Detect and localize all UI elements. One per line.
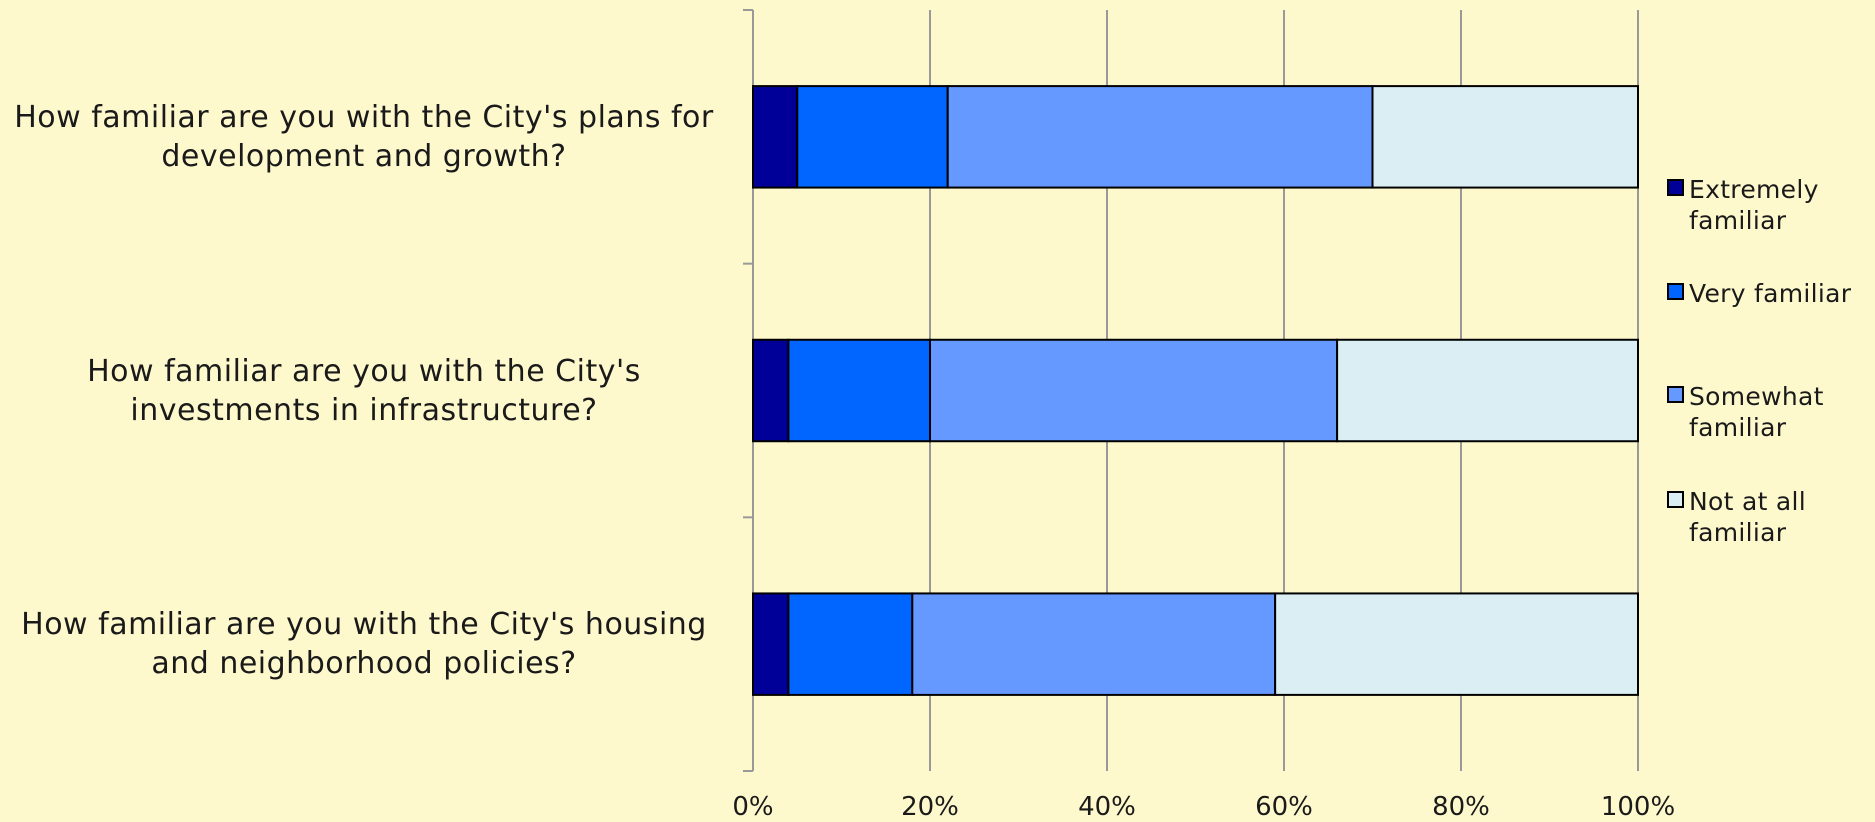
bar-segment <box>911 592 1277 696</box>
legend-swatch <box>1667 491 1684 508</box>
bar-segment <box>946 85 1374 189</box>
legend-swatch <box>1667 386 1684 403</box>
legend-swatch <box>1667 283 1684 300</box>
x-tick-label: 80% <box>1432 792 1490 822</box>
bar-segment <box>796 85 949 189</box>
category-label: How familiar are you with the City's hou… <box>21 607 707 682</box>
legend-label: Somewhat familiar <box>1689 382 1824 442</box>
x-tick-label: 40% <box>1078 792 1136 822</box>
bar-segment <box>1371 85 1639 189</box>
bar-segment <box>1336 338 1639 443</box>
category-label: How familiar are you with the City's inv… <box>87 353 641 428</box>
category-label: How familiar are you with the City's pla… <box>14 99 714 174</box>
legend-label: Very familiar <box>1689 279 1852 308</box>
bar-segment <box>787 592 914 696</box>
x-tick-label: 20% <box>901 792 959 822</box>
x-tick-label: 60% <box>1255 792 1313 822</box>
legend-label: Not at all familiar <box>1689 487 1807 547</box>
bar-segment <box>752 338 790 443</box>
bar-segment <box>752 85 799 189</box>
bar-segment <box>929 338 1339 443</box>
x-tick-label: 0% <box>732 792 774 822</box>
bar-segment <box>752 592 790 696</box>
bar-segment <box>787 338 932 443</box>
legend-label: Extremely familiar <box>1689 175 1819 235</box>
bar-segment <box>1274 592 1640 696</box>
legend-swatch <box>1667 179 1684 196</box>
x-tick-label: 100% <box>1600 792 1676 822</box>
